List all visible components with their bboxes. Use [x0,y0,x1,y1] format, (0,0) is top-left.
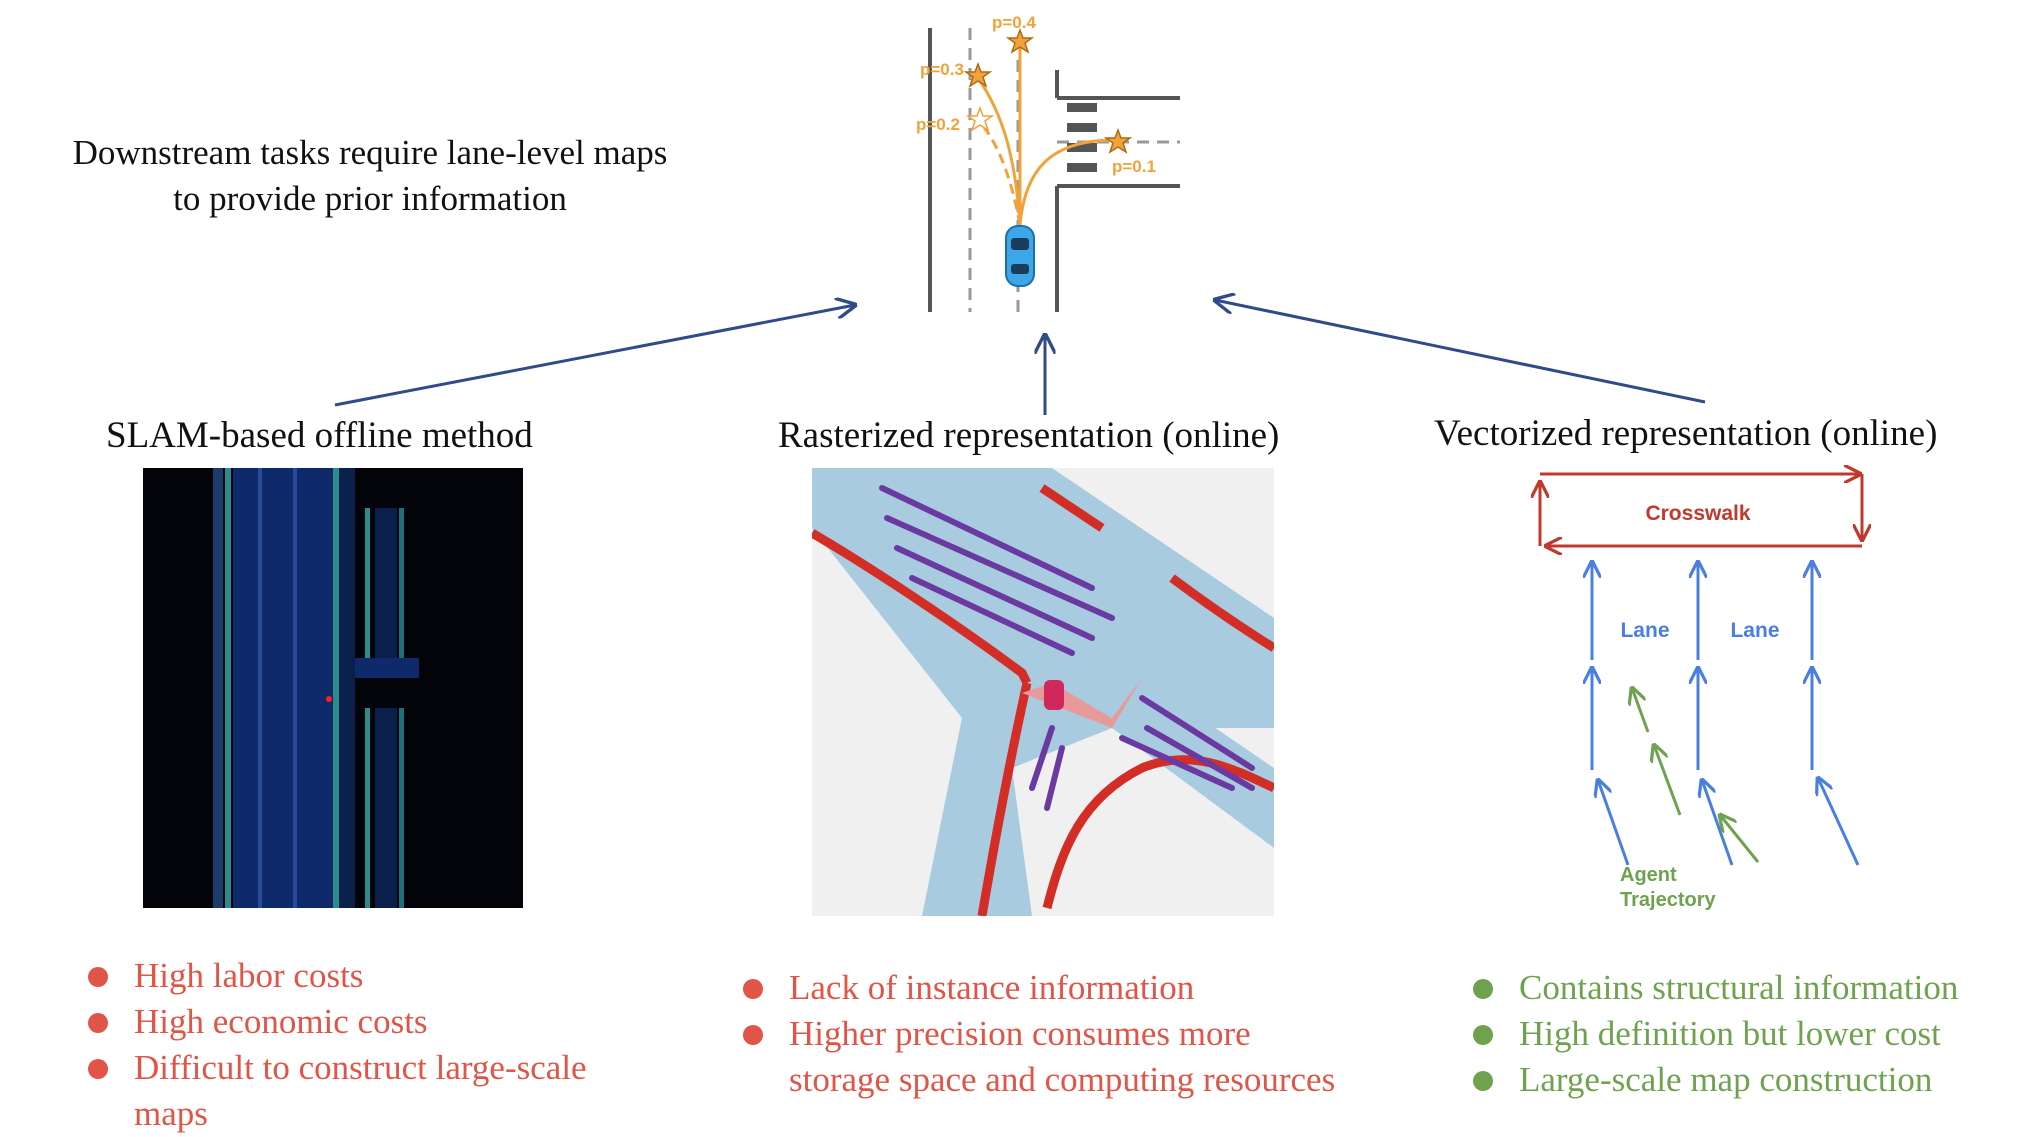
lane-label-1: Lane [1730,619,1779,642]
raster-bullets: Lack of instance information Higher prec… [743,965,1335,1103]
prob-label-0: p=0.4 [992,13,1036,32]
list-item-continuation: storage space and computing resources [789,1060,1336,1099]
slam-bullets: High labor costs High economic costs Dif… [88,953,587,1137]
agent-label-line2: Trajectory [1620,889,1716,911]
intersection-scene: p=0.4 p=0.3 p=0.2 p=0.1 [916,13,1180,312]
list-item: Large-scale map construction [1473,1057,1958,1103]
headline: Downstream tasks require lane-level maps… [20,130,720,222]
bullet-dot-icon [1473,979,1493,999]
ego-car-icon [1005,225,1035,287]
bullet-dot-icon [743,1025,763,1045]
star-icon [965,105,995,132]
prob-label-2: p=0.2 [916,115,960,134]
headline-line-1: Downstream tasks require lane-level maps [72,133,668,172]
agent-label-line1: Agent [1620,864,1677,886]
vector-bullets: Contains structural information High def… [1473,965,1958,1103]
bullet-dot-icon [1473,1025,1493,1045]
lane-arrows-lower [1592,668,1860,866]
bullet-dot-icon [88,1059,108,1079]
crosswalk-polyline [1540,474,1862,546]
prob-label-1: p=0.3 [920,60,964,79]
lane-arrows-upper [1592,562,1812,660]
agent-trajectory-arrows [1632,688,1760,863]
raster-map-image [809,468,1277,917]
bullet-dot-icon [1473,1071,1493,1091]
slam-pointcloud-image [143,468,523,908]
list-item: Contains structural information [1473,965,1958,1011]
trajectories [976,42,1116,226]
bullet-dot-icon [743,979,763,999]
column-title-vector: Vectorized representation (online) [1434,413,1938,454]
star-icon [963,61,993,88]
list-item: High economic costs [88,999,587,1045]
column-title-slam: SLAM-based offline method [106,415,533,456]
list-item: Higher precision consumes more [743,1011,1335,1057]
crosswalk-label: Crosswalk [1645,502,1750,525]
bullet-dot-icon [88,1013,108,1033]
list-item: High definition but lower cost [1473,1011,1958,1057]
vector-diagram: Crosswalk Lane Lane Agent Trajectory [1520,460,1920,911]
bullet-dot-icon [88,967,108,987]
arrow-slam-to-scene [334,305,855,407]
lane-label-0: Lane [1620,619,1669,642]
prob-label-3: p=0.1 [1112,157,1156,176]
arrow-vector-to-scene [1215,300,1706,404]
column-title-raster: Rasterized representation (online) [778,415,1280,456]
list-item: High labor costs [88,953,587,999]
list-item: Lack of instance information [743,965,1335,1011]
crosswalk-stripes [1067,103,1097,172]
star-icon [1103,127,1133,154]
list-item-continuation: maps [134,1094,208,1133]
headline-line-2: to provide prior information [173,179,567,218]
star-icon [1005,27,1035,54]
trajectory-endpoints [963,27,1133,154]
list-item: Difficult to construct large-scale [88,1045,587,1091]
